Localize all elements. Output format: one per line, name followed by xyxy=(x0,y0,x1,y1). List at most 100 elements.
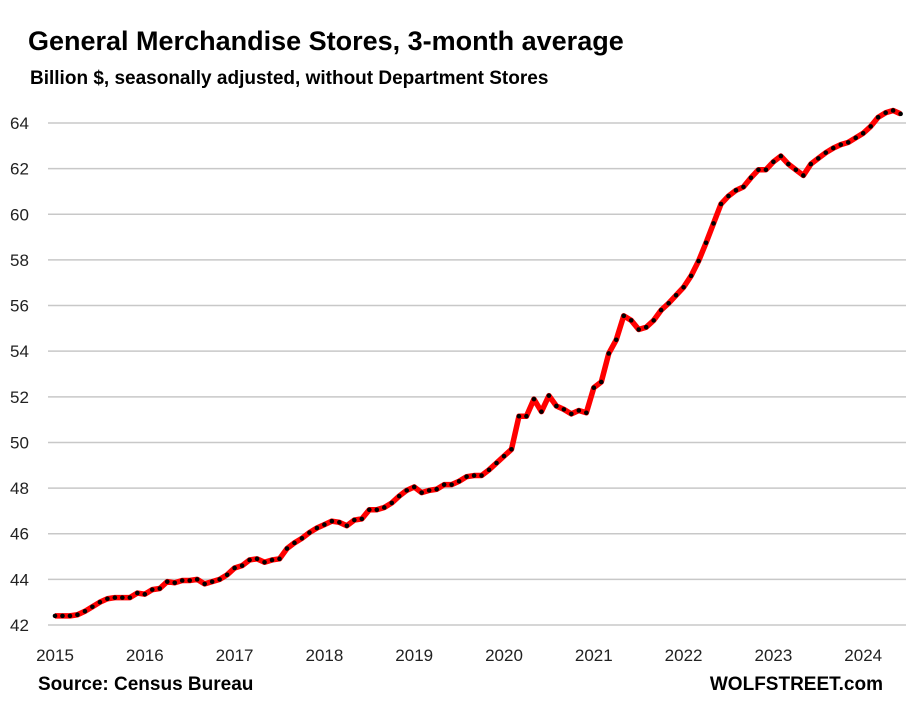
data-point xyxy=(239,563,245,568)
data-point xyxy=(247,557,252,563)
data-point xyxy=(591,385,597,390)
data-point xyxy=(898,111,903,117)
data-point xyxy=(464,474,469,479)
data-point xyxy=(741,184,746,190)
data-point xyxy=(419,490,424,495)
y-tick-label: 46 xyxy=(10,525,29,544)
data-point xyxy=(486,467,492,473)
chart-title: General Merchandise Stores, 3-month aver… xyxy=(28,26,624,56)
data-point xyxy=(771,159,776,165)
data-point xyxy=(561,407,567,412)
x-tick-label: 2017 xyxy=(216,646,254,665)
data-point xyxy=(830,145,836,151)
data-point xyxy=(149,587,155,592)
data-point xyxy=(179,578,185,583)
data-point xyxy=(217,577,222,582)
data-point xyxy=(389,500,395,506)
y-tick-label: 50 xyxy=(10,433,29,452)
data-point xyxy=(471,473,477,478)
data-point xyxy=(164,579,170,584)
data-point xyxy=(322,522,327,527)
data-point xyxy=(284,546,290,551)
data-point xyxy=(853,135,859,141)
y-tick-label: 56 xyxy=(10,297,29,316)
data-point xyxy=(711,221,716,226)
data-point xyxy=(105,596,110,602)
data-point xyxy=(352,517,357,523)
data-point xyxy=(763,167,769,173)
y-tick-label: 48 xyxy=(10,479,29,498)
data-point xyxy=(374,507,380,513)
data-point xyxy=(307,530,312,535)
y-tick-label: 44 xyxy=(10,570,29,589)
data-point xyxy=(516,413,522,419)
data-point xyxy=(479,473,484,478)
data-point xyxy=(329,518,335,524)
data-point xyxy=(778,153,784,159)
data-point xyxy=(636,327,641,332)
data-point xyxy=(194,577,200,582)
data-point xyxy=(359,516,365,522)
data-point xyxy=(688,273,694,279)
data-point xyxy=(381,505,387,510)
data-point xyxy=(344,523,350,529)
y-tick-label: 42 xyxy=(10,616,29,635)
data-point xyxy=(277,556,282,562)
data-point xyxy=(726,193,731,199)
x-tick-label: 2015 xyxy=(36,646,74,665)
x-tick-label: 2023 xyxy=(754,646,792,665)
data-point xyxy=(449,482,454,487)
data-point xyxy=(546,393,552,398)
data-point xyxy=(703,240,709,246)
data-point xyxy=(539,409,544,414)
data-point xyxy=(584,410,589,416)
data-point xyxy=(90,604,95,610)
data-point xyxy=(396,493,402,499)
data-point xyxy=(254,556,260,562)
data-point xyxy=(60,613,65,619)
data-point xyxy=(269,557,275,563)
data-point xyxy=(120,595,125,600)
data-point xyxy=(801,173,806,178)
data-point xyxy=(157,586,163,591)
source-note: Source: Census Bureau xyxy=(38,674,254,695)
data-point xyxy=(524,413,529,419)
data-point xyxy=(531,396,537,402)
data-point xyxy=(554,403,559,409)
x-tick-label: 2020 xyxy=(485,646,523,665)
data-point xyxy=(643,324,649,330)
data-point xyxy=(838,142,844,147)
series-line xyxy=(55,107,902,619)
data-point xyxy=(142,591,148,597)
data-point xyxy=(426,488,432,493)
data-point xyxy=(793,167,799,173)
x-tick-label: 2022 xyxy=(665,646,703,665)
data-point xyxy=(860,130,866,136)
data-point xyxy=(337,520,342,525)
data-point xyxy=(598,379,604,385)
x-tick-label: 2021 xyxy=(575,646,613,665)
data-point xyxy=(404,488,410,493)
data-point xyxy=(606,351,612,356)
x-tick-label: 2019 xyxy=(395,646,433,665)
y-tick-label: 64 xyxy=(10,114,29,133)
data-point xyxy=(890,108,896,113)
data-point xyxy=(367,507,372,513)
data-point xyxy=(494,460,499,466)
data-point xyxy=(576,408,582,413)
data-point xyxy=(748,175,754,181)
data-point xyxy=(75,612,80,618)
data-point xyxy=(82,609,88,614)
data-point xyxy=(816,156,821,161)
data-point xyxy=(628,318,634,323)
data-point xyxy=(97,599,103,605)
data-point xyxy=(67,613,73,619)
data-point xyxy=(651,318,656,323)
data-point xyxy=(456,478,462,484)
data-point xyxy=(441,482,447,487)
data-point xyxy=(569,411,574,417)
data-point xyxy=(52,613,58,619)
data-point xyxy=(411,484,417,490)
data-point xyxy=(112,595,118,600)
